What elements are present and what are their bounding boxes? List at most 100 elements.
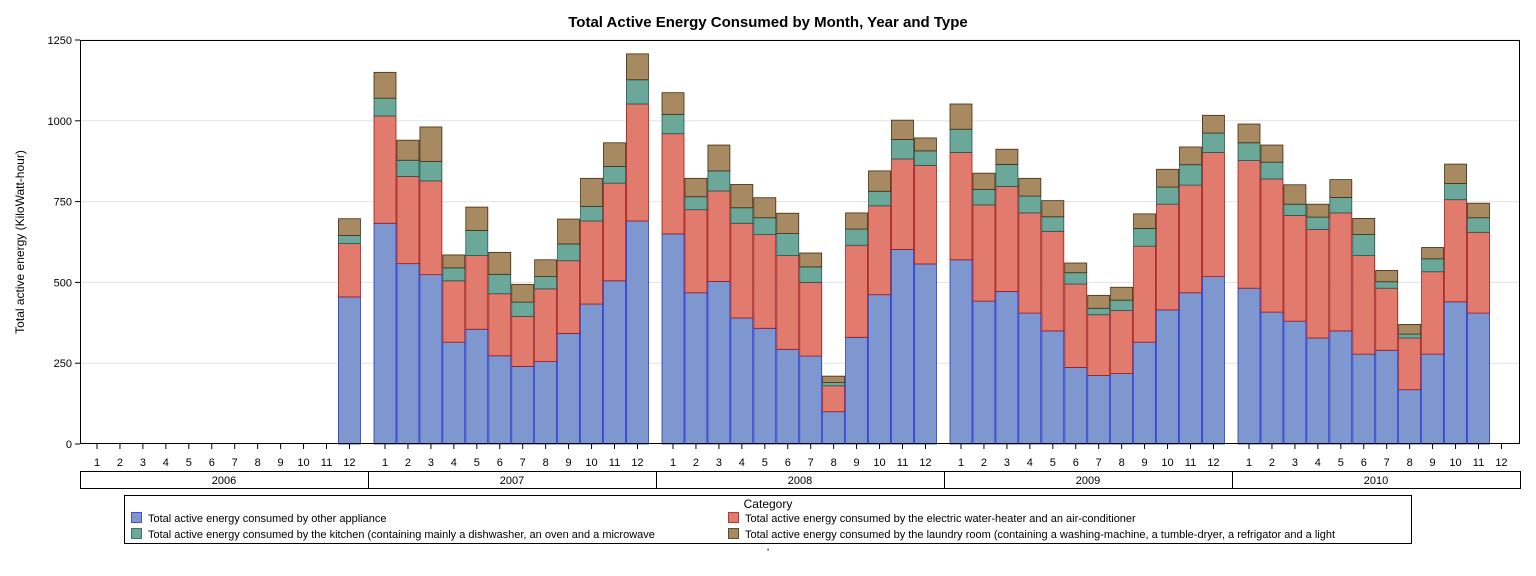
bar-segment-1 xyxy=(949,259,973,445)
month-label: 6 xyxy=(1073,457,1079,469)
bar-segment-1 xyxy=(1444,301,1467,445)
bar-segment-2 xyxy=(1110,310,1134,374)
legend-label: Total active energy consumed by the kitc… xyxy=(148,529,655,541)
bar-segment-3 xyxy=(1018,195,1042,214)
bar-segment-4 xyxy=(972,172,996,190)
bar-segment-3 xyxy=(1444,183,1467,201)
legend-swatch xyxy=(131,528,142,539)
bar-segment-1 xyxy=(1179,292,1202,445)
bar-segment-4 xyxy=(1018,177,1042,197)
bar-segment-3 xyxy=(822,382,846,387)
month-label: 11 xyxy=(1473,457,1484,469)
y-tick-label: 1000 xyxy=(48,116,72,128)
bar-segment-1 xyxy=(1133,341,1156,445)
month-label: 8 xyxy=(1119,457,1125,469)
y-tick-label: 500 xyxy=(54,277,72,289)
bar-segment-3 xyxy=(557,243,580,262)
bar-segment-2 xyxy=(1018,212,1042,314)
bar-segment-3 xyxy=(1133,228,1156,247)
bar-segment-4 xyxy=(1398,324,1422,335)
bar-segment-3 xyxy=(1202,132,1225,153)
bar-segment-1 xyxy=(1202,276,1225,445)
bar-segment-2 xyxy=(488,293,512,357)
bar-segment-2 xyxy=(465,255,489,330)
bar-segment-2 xyxy=(626,103,649,222)
month-label: 4 xyxy=(1315,457,1321,469)
chart-title: Total Active Energy Consumed by Month, Y… xyxy=(568,14,968,31)
bar-segment-4 xyxy=(338,218,361,236)
bar-segment-1 xyxy=(419,274,443,445)
month-label: 10 xyxy=(1449,457,1461,469)
bar-segment-1 xyxy=(914,263,937,445)
month-label: 9 xyxy=(854,457,860,469)
month-label: 2 xyxy=(117,457,123,469)
bar-segment-4 xyxy=(1375,270,1399,283)
bar-segment-4 xyxy=(707,144,731,172)
bar-segment-3 xyxy=(776,233,800,256)
month-label: 2 xyxy=(405,457,411,469)
month-label: 10 xyxy=(297,457,309,469)
bar-segment-4 xyxy=(1133,213,1156,229)
month-label: 5 xyxy=(1050,457,1056,469)
bar-segment-1 xyxy=(511,366,535,445)
bar-segment-3 xyxy=(1064,272,1088,285)
bar-segment-1 xyxy=(488,355,512,445)
month-label: 4 xyxy=(163,457,169,469)
bar-segment-2 xyxy=(845,244,868,338)
bar-segment-2 xyxy=(914,165,937,265)
month-label: 6 xyxy=(209,457,215,469)
bar-segment-1 xyxy=(845,336,868,445)
bar-segment-4 xyxy=(753,197,777,219)
bar-segment-2 xyxy=(1260,178,1284,313)
bar-segment-2 xyxy=(511,315,535,367)
bar-segment-1 xyxy=(1375,349,1399,445)
bar-segment-2 xyxy=(891,158,914,250)
month-label: 10 xyxy=(873,457,885,469)
bar-segment-2 xyxy=(1283,215,1307,322)
bar-segment-1 xyxy=(707,281,731,445)
month-label: 4 xyxy=(739,457,745,469)
bar-segment-4 xyxy=(1110,286,1134,301)
bar-segment-3 xyxy=(1283,203,1307,216)
month-label: 5 xyxy=(186,457,192,469)
bar-segment-3 xyxy=(1041,216,1065,232)
month-label: 7 xyxy=(1384,457,1390,469)
bar-segment-2 xyxy=(707,190,731,282)
bar-segment-4 xyxy=(1352,218,1376,235)
bar-segment-4 xyxy=(1467,202,1490,219)
bar-segment-1 xyxy=(1018,312,1042,445)
bar-segment-3 xyxy=(1110,299,1134,311)
bar-segment-4 xyxy=(1087,294,1111,309)
bar-segment-4 xyxy=(845,212,868,230)
bar-segment-4 xyxy=(396,139,420,161)
legend-label: Total active energy consumed by the elec… xyxy=(745,513,1136,525)
bar-segment-2 xyxy=(1352,255,1376,355)
month-label: 3 xyxy=(428,457,434,469)
bar-segment-3 xyxy=(891,139,914,160)
bar-segment-3 xyxy=(626,79,649,105)
month-label: 11 xyxy=(321,457,332,469)
month-label: 9 xyxy=(278,457,284,469)
year-label: 2010 xyxy=(1364,475,1388,487)
bar-segment-2 xyxy=(1398,337,1422,391)
bar-segment-3 xyxy=(1087,307,1111,316)
bar-segment-4 xyxy=(1283,184,1307,205)
month-label: 2 xyxy=(693,457,699,469)
bar-segment-4 xyxy=(1237,123,1261,144)
bar-segment-1 xyxy=(753,327,777,445)
month-label: 7 xyxy=(1096,457,1102,469)
bar-segment-4 xyxy=(949,103,973,130)
bar-segment-1 xyxy=(1306,337,1330,445)
bar-segment-1 xyxy=(1467,312,1490,445)
bar-segment-4 xyxy=(580,177,603,207)
bar-segment-1 xyxy=(1110,373,1134,445)
bar-segment-4 xyxy=(799,252,823,268)
bar-segment-2 xyxy=(442,280,466,343)
plot-frame xyxy=(80,40,1520,444)
bar-segment-4 xyxy=(511,283,535,303)
bar-segment-3 xyxy=(338,235,361,245)
bar-segment-3 xyxy=(580,206,603,222)
month-label: 12 xyxy=(631,457,643,469)
bar-segment-2 xyxy=(949,152,973,261)
